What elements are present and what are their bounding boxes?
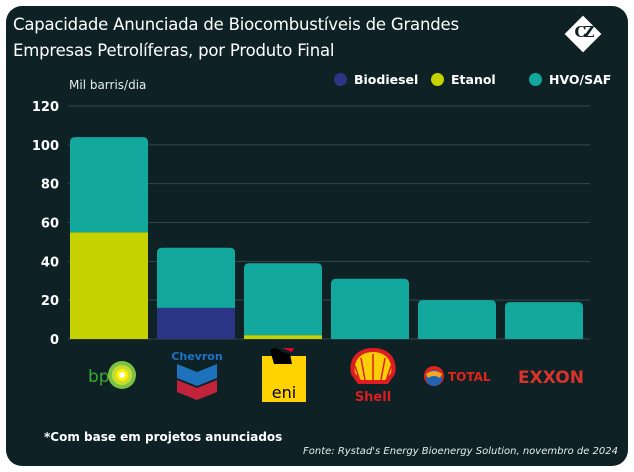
y-tick-label: 20 — [41, 294, 59, 309]
y-tick-label: 60 — [41, 217, 59, 232]
x-label-chevron-logo: Chevron — [158, 348, 236, 402]
footnote: *Com base em projetos anunciados — [44, 430, 283, 444]
svg-text:Chevron: Chevron — [171, 350, 222, 363]
bar-segment-shell-hvo-saf — [331, 278, 409, 339]
x-label-eni-logo: eni — [246, 346, 324, 404]
bp-helios-icon: bp — [88, 361, 136, 389]
eni-six-legged-dog-icon: eni — [262, 348, 306, 402]
legend-label: Etanol — [451, 72, 496, 87]
bar-segment-chevron-hvo-saf — [157, 247, 235, 308]
bar-segment-bp-hvo-saf — [70, 137, 148, 233]
svg-text:TOTAL: TOTAL — [448, 370, 491, 384]
x-label-bp-logo: bp — [70, 352, 148, 398]
legend-label: HVO/SAF — [549, 72, 612, 87]
total-logo-icon: TOTAL — [424, 366, 491, 386]
bp-text: bp — [88, 367, 110, 387]
y-tick-label: 40 — [41, 255, 59, 270]
y-tick-label: 100 — [32, 139, 59, 154]
brand-logo: CZ — [574, 23, 595, 41]
chevron-logo-icon: Chevron — [171, 350, 223, 400]
legend-label: Biodiesel — [354, 72, 419, 87]
source-note: Fonte: Rystad's Energy Bioenergy Solutio… — [302, 446, 618, 457]
legend-swatch-etanol — [431, 73, 444, 86]
legend-item-etanol: Etanol — [431, 72, 496, 87]
y-tick-label: 80 — [41, 178, 59, 193]
legend-item-hvo-saf: HVO/SAF — [529, 72, 611, 87]
x-label-total-logo: TOTAL — [420, 356, 502, 396]
bar-segment-total-hvo-saf — [418, 300, 496, 339]
shell-pecten-icon: Shell — [350, 348, 396, 404]
y-tick-label: 0 — [50, 333, 59, 348]
bar-segment-bp-etanol — [70, 232, 148, 339]
svg-text:Shell: Shell — [355, 390, 391, 404]
svg-text:eni: eni — [272, 383, 296, 402]
bar-segment-eni-etanol — [244, 335, 322, 339]
chart-title: Capacidade Anunciada de Biocombustíveis … — [13, 15, 459, 60]
x-label-shell-logo: Shell — [334, 346, 412, 404]
bar-segment-exxon-hvo-saf — [505, 302, 583, 339]
y-tick-label: 120 — [32, 100, 59, 115]
bar-segment-eni-hvo-saf — [244, 263, 322, 336]
bar-segment-chevron-biodiesel — [157, 307, 235, 339]
y-axis-label: Mil barris/dia — [69, 78, 147, 92]
exxon-logo-icon: EXXON — [518, 368, 584, 388]
legend-swatch-hvo-saf — [529, 73, 542, 86]
x-label-exxon-logo: EXXON — [510, 356, 592, 396]
legend-swatch-biodiesel — [334, 73, 347, 86]
svg-text:EXXON: EXXON — [518, 368, 584, 388]
legend-item-biodiesel: Biodiesel — [334, 72, 418, 87]
